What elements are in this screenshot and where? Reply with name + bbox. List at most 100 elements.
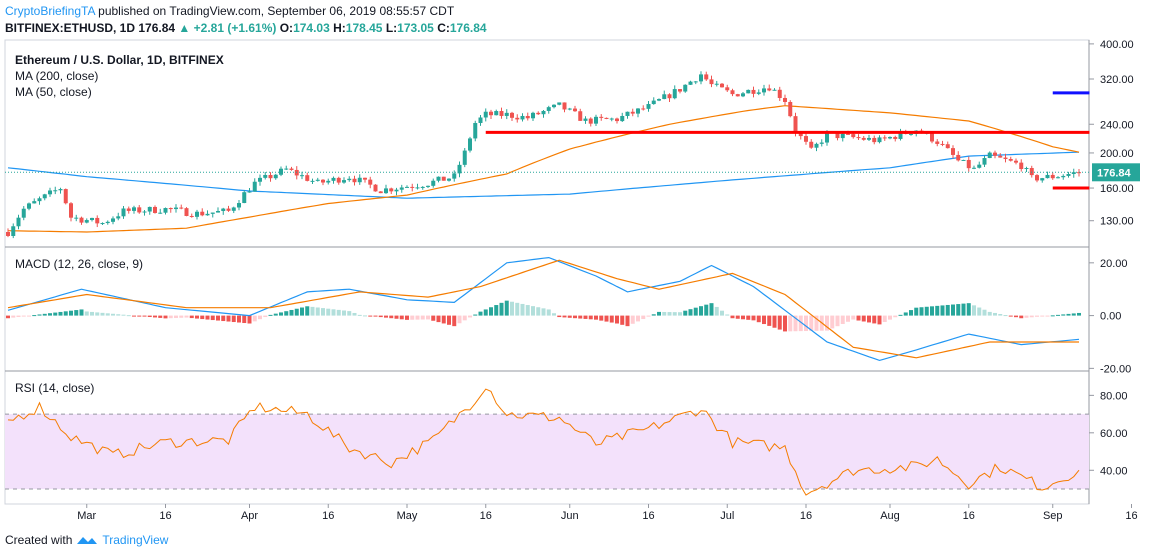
candle-body[interactable] — [898, 131, 903, 139]
candle-body[interactable] — [489, 111, 493, 116]
candle-body[interactable] — [541, 110, 546, 115]
candle-body[interactable] — [893, 136, 898, 139]
candle-body[interactable] — [331, 177, 336, 181]
candle-body[interactable] — [305, 175, 310, 181]
candle-body[interactable] — [300, 175, 304, 177]
candle-body[interactable] — [882, 137, 887, 139]
candle-body[interactable] — [478, 117, 483, 123]
candle-body[interactable] — [1024, 168, 1029, 170]
candle-body[interactable] — [84, 220, 89, 223]
candle-body[interactable] — [567, 108, 572, 110]
candle-body[interactable] — [525, 115, 530, 119]
candle-body[interactable] — [231, 207, 236, 211]
candle-body[interactable] — [210, 212, 215, 214]
candle-body[interactable] — [53, 190, 58, 192]
candle-body[interactable] — [1040, 178, 1045, 181]
candle-body[interactable] — [557, 102, 562, 105]
candle-body[interactable] — [861, 137, 866, 140]
candle-body[interactable] — [315, 179, 320, 181]
candle-body[interactable] — [158, 212, 163, 214]
candle-body[interactable] — [11, 226, 16, 236]
candle-body[interactable] — [982, 158, 987, 165]
candle-body[interactable] — [657, 99, 661, 101]
candle-body[interactable] — [515, 117, 520, 120]
candle-body[interactable] — [37, 198, 42, 202]
candle-body[interactable] — [1050, 174, 1055, 179]
candle-body[interactable] — [436, 176, 441, 181]
candle-body[interactable] — [846, 133, 850, 135]
candle-body[interactable] — [520, 115, 525, 120]
candle-body[interactable] — [111, 218, 115, 222]
candle-body[interactable] — [777, 89, 782, 98]
candle-body[interactable] — [447, 178, 451, 181]
candle-body[interactable] — [373, 184, 378, 192]
candle-body[interactable] — [998, 155, 1003, 158]
candle-body[interactable] — [163, 208, 168, 213]
candle-body[interactable] — [646, 104, 651, 109]
candle-body[interactable] — [132, 207, 136, 211]
candle-body[interactable] — [100, 223, 105, 225]
candle-body[interactable] — [221, 208, 226, 212]
candle-body[interactable] — [735, 94, 740, 97]
candle-body[interactable] — [284, 168, 289, 170]
candle-body[interactable] — [179, 207, 184, 209]
tradingview-brand[interactable]: TradingView — [102, 533, 169, 547]
candle-body[interactable] — [258, 177, 262, 182]
candle-body[interactable] — [662, 94, 667, 100]
candle-body[interactable] — [1061, 175, 1066, 178]
candle-body[interactable] — [121, 208, 126, 217]
candle-body[interactable] — [888, 136, 892, 139]
candle-body[interactable] — [856, 137, 861, 139]
candle-body[interactable] — [378, 191, 383, 194]
candle-body[interactable] — [237, 203, 241, 208]
candle-body[interactable] — [930, 132, 934, 142]
candle-body[interactable] — [399, 187, 404, 190]
candle-body[interactable] — [604, 117, 609, 119]
candle-body[interactable] — [48, 190, 52, 195]
candle-body[interactable] — [32, 201, 37, 204]
candle-body[interactable] — [840, 133, 845, 139]
candle-body[interactable] — [441, 176, 446, 181]
candle-body[interactable] — [321, 179, 325, 183]
candle-body[interactable] — [69, 203, 73, 218]
candle-body[interactable] — [410, 186, 415, 188]
candle-body[interactable] — [326, 180, 331, 183]
candle-body[interactable] — [168, 208, 173, 210]
candle-body[interactable] — [741, 93, 745, 97]
candle-body[interactable] — [1029, 168, 1034, 176]
candle-body[interactable] — [352, 178, 357, 183]
candle-body[interactable] — [935, 141, 940, 144]
candle-body[interactable] — [693, 81, 698, 83]
candle-body[interactable] — [279, 168, 283, 175]
candle-body[interactable] — [357, 177, 362, 183]
candle-body[interactable] — [21, 208, 26, 218]
candle-body[interactable] — [342, 180, 346, 183]
candle-body[interactable] — [951, 148, 955, 155]
candle-body[interactable] — [783, 97, 787, 102]
candle-body[interactable] — [940, 143, 945, 145]
candle-body[interactable] — [867, 137, 871, 140]
candle-body[interactable] — [116, 216, 121, 219]
candle-body[interactable] — [431, 180, 436, 186]
candle-body[interactable] — [368, 179, 373, 185]
candle-body[interactable] — [966, 159, 971, 169]
candle-body[interactable] — [58, 189, 63, 191]
candle-body[interactable] — [452, 173, 457, 179]
candle-body[interactable] — [510, 112, 514, 118]
author-link[interactable]: CryptoBriefingTA — [5, 4, 95, 18]
candle-body[interactable] — [263, 174, 268, 178]
candle-body[interactable] — [389, 188, 394, 192]
candle-body[interactable] — [336, 177, 341, 183]
candle-body[interactable] — [536, 112, 541, 115]
candle-body[interactable] — [678, 89, 682, 92]
candle-body[interactable] — [546, 107, 551, 111]
candle-body[interactable] — [63, 189, 68, 204]
candle-body[interactable] — [788, 101, 793, 117]
candle-body[interactable] — [384, 188, 388, 194]
candle-body[interactable] — [27, 203, 31, 209]
candle-body[interactable] — [1066, 174, 1071, 176]
candle-body[interactable] — [987, 152, 992, 159]
candle-body[interactable] — [363, 177, 367, 180]
candle-body[interactable] — [972, 167, 976, 169]
candle-body[interactable] — [709, 79, 714, 85]
